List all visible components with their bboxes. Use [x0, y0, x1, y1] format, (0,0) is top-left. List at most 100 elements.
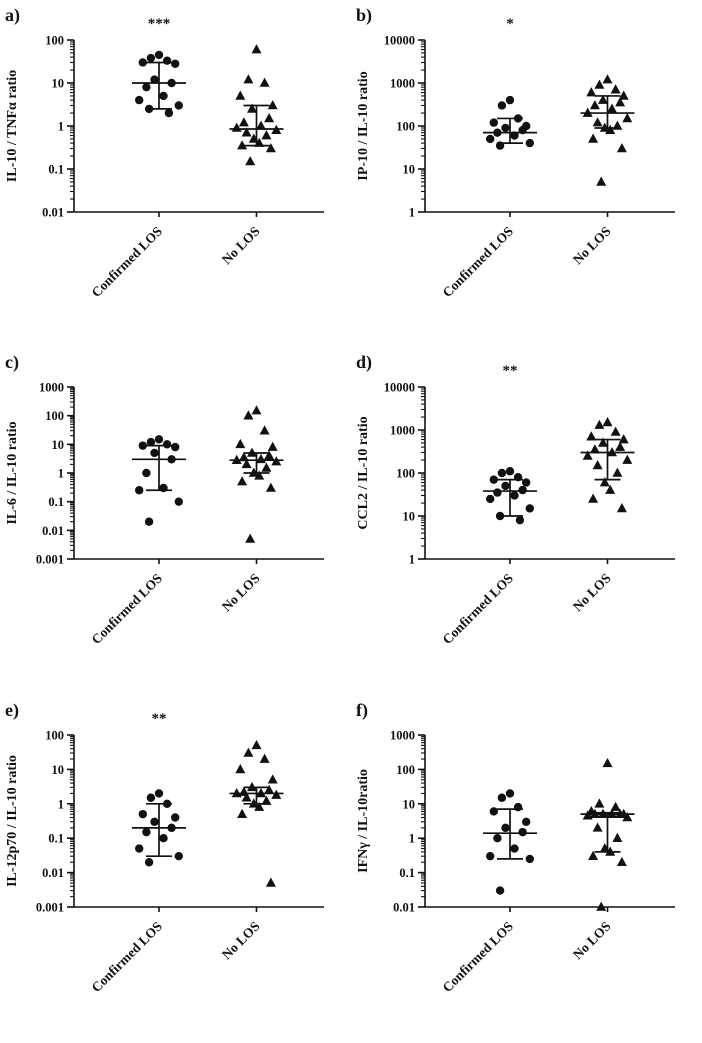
y-axis-label: IFNγ / IL-10ratio: [356, 769, 371, 873]
data-point-triangle: [264, 113, 275, 123]
data-point-triangle: [612, 832, 623, 842]
y-tick-label: 0.1: [48, 495, 64, 509]
y-tick-label: 0.01: [42, 524, 64, 538]
data-point-circle: [142, 468, 151, 478]
data-point-triangle: [586, 431, 597, 441]
data-point-triangle: [616, 143, 627, 153]
y-tick-label: 10000: [384, 34, 415, 48]
x-category-label: Confirmed LOS: [439, 919, 516, 996]
data-point-triangle: [582, 450, 593, 460]
data-point-triangle: [243, 747, 254, 757]
data-point-triangle: [589, 100, 600, 110]
data-point-circle: [135, 486, 144, 495]
y-tick-label: 10000: [384, 381, 415, 395]
data-point-circle: [144, 858, 154, 867]
data-point-triangle: [251, 405, 262, 415]
scatter-chart-a: 0.01 0.1 1 10 100 Confirmed LOS No LOS IL-10 / …: [5, 5, 324, 300]
scatter-chart-c: 0.001 0.01 0.1 1 10 100 1000 Confirmed LOS No LO…: [5, 352, 324, 648]
panel-b: 1 10 100 1000 10000 Confirmed LOS No LOS IP-10 …: [351, 0, 702, 347]
data-point-circle: [154, 435, 164, 444]
y-tick-label: 0.01: [393, 901, 415, 915]
data-point-triangle: [261, 130, 272, 140]
data-point-triangle: [610, 801, 621, 811]
data-point-triangle: [254, 801, 265, 811]
data-point-triangle: [261, 795, 272, 805]
data-point-triangle: [602, 74, 613, 84]
data-point-triangle: [618, 90, 629, 100]
data-point-circle: [135, 95, 144, 105]
data-point-triangle: [264, 450, 275, 460]
data-point-triangle: [622, 454, 633, 464]
data-point-circle: [501, 481, 510, 491]
data-point-triangle: [265, 877, 276, 887]
panel-letter-label: c): [5, 352, 19, 373]
data-point-triangle: [592, 460, 603, 470]
data-point-triangle: [594, 798, 605, 808]
x-category-label: No LOS: [570, 571, 614, 615]
scatter-chart-d: 1 10 100 1000 10000 Confirmed LOS No LOS CCL2 /…: [356, 352, 675, 648]
significance-stars: *: [506, 16, 514, 32]
y-tick-label: 1: [58, 467, 64, 481]
data-point-triangle: [596, 901, 607, 911]
data-point-triangle: [618, 434, 629, 444]
data-point-triangle: [259, 77, 270, 87]
data-point-triangle: [256, 453, 266, 464]
data-point-circle: [505, 789, 515, 798]
data-point-triangle: [265, 482, 276, 492]
data-point-circle: [138, 441, 147, 450]
y-tick-label: 1000: [390, 77, 415, 91]
data-point-triangle: [594, 79, 605, 89]
data-point-circle: [154, 50, 164, 60]
y-tick-label: 1000: [390, 424, 415, 438]
data-point-triangle: [259, 425, 270, 435]
data-point-circle: [150, 817, 159, 826]
data-point-triangle: [589, 444, 600, 454]
data-point-circle: [146, 793, 156, 802]
y-tick-label: 10: [403, 510, 416, 524]
panel-letter-label: b): [356, 5, 372, 26]
data-point-triangle: [231, 122, 242, 132]
data-point-circle: [171, 59, 180, 68]
data-point-triangle: [607, 103, 617, 113]
data-point-triangle: [592, 117, 603, 127]
data-point-circle: [162, 440, 172, 449]
y-tick-label: 100: [45, 729, 64, 743]
data-point-triangle: [241, 458, 252, 469]
y-tick-label: 1: [409, 553, 415, 567]
data-point-triangle: [259, 753, 270, 763]
x-category-label: Confirmed LOS: [439, 571, 516, 648]
y-tick-label: 100: [396, 467, 415, 481]
data-point-circle: [522, 817, 531, 826]
data-point-triangle: [588, 493, 599, 503]
y-axis-label: IL-10 / TNFα ratio: [5, 70, 20, 182]
data-point-triangle: [602, 417, 613, 427]
data-point-triangle: [247, 103, 257, 113]
data-point-circle: [150, 75, 159, 84]
data-point-triangle: [241, 792, 252, 802]
data-point-triangle: [235, 438, 246, 449]
data-point-circle: [154, 789, 164, 798]
panel-a: 0.01 0.1 1 10 100 Confirmed LOS No LOS IL-10 / …: [0, 0, 351, 347]
data-point-circle: [146, 53, 156, 63]
data-point-circle: [518, 827, 527, 837]
data-point-triangle: [267, 441, 278, 451]
data-point-circle: [497, 101, 507, 110]
data-point-triangle: [243, 410, 254, 420]
data-point-triangle: [251, 44, 262, 54]
data-point-triangle: [588, 133, 599, 143]
data-point-triangle: [264, 784, 275, 794]
y-tick-label: 0.001: [36, 901, 64, 915]
data-point-circle: [510, 491, 519, 500]
data-point-triangle: [237, 476, 248, 486]
y-tick-label: 1000: [39, 381, 64, 395]
data-point-circle: [486, 851, 495, 861]
scatter-chart-b: 1 10 100 1000 10000 Confirmed LOS No LOS IP-10 …: [356, 5, 675, 300]
panel-e: 0.001 0.01 0.1 1 10 100 Confirmed LOS No LOS IL-…: [0, 695, 351, 1043]
x-category-label: Confirmed LOS: [88, 571, 165, 648]
x-category-label: No LOS: [219, 919, 263, 963]
y-tick-label: 0.001: [36, 553, 64, 567]
data-point-triangle: [605, 124, 616, 134]
panel-d: 1 10 100 1000 10000 Confirmed LOS No LOS CCL2 /…: [351, 347, 702, 695]
data-point-triangle: [615, 441, 626, 451]
